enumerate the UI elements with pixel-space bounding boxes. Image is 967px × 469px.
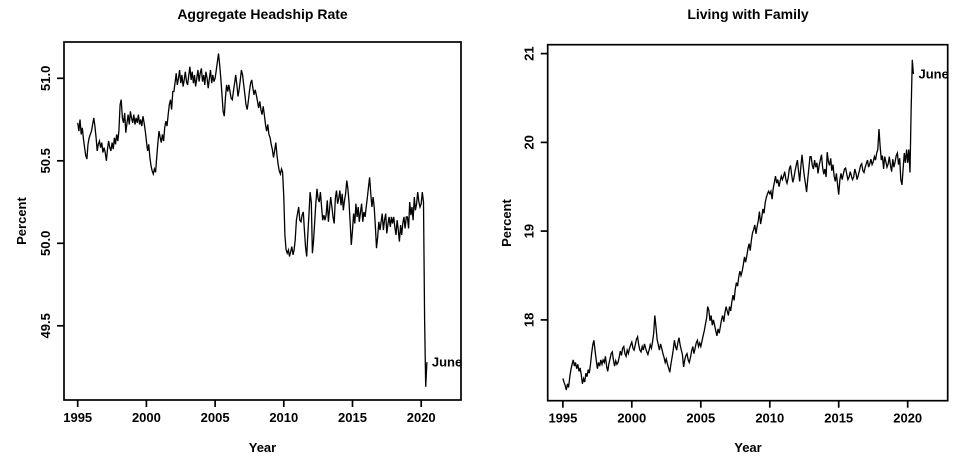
panel-right: 1995 2000 2005 2010 2015 2020 18 19 20 21 June: [522, 43, 949, 426]
x-tick-label-right: 1995: [548, 411, 577, 426]
x-axis-title-left: Year: [249, 440, 276, 455]
annotation-june-right: June: [919, 67, 949, 82]
x-tick-label-right: 2010: [755, 411, 784, 426]
series-line-right: [562, 59, 915, 391]
x-tick-label-left: 2000: [132, 410, 161, 425]
panels-layer: 1995 2000 2005 2010 2015 2020 49.5 50.0 50.5 51.0…: [38, 41, 949, 426]
x-tick-label-left: 2020: [407, 410, 436, 425]
y-tick-label-left: 49.5: [38, 313, 53, 338]
plot-box-left: [63, 41, 462, 401]
x-axis-title-right: Year: [734, 440, 761, 455]
chart-title-right: Living with Family: [687, 6, 809, 22]
series-line-left: [77, 53, 428, 387]
y-tick-label-left: 50.0: [38, 231, 53, 256]
y-tick-label-right: 20: [522, 135, 537, 149]
x-tick-label-right: 2015: [824, 411, 853, 426]
x-tick-label-left: 1995: [63, 410, 92, 425]
chart-title-left: Aggregate Headship Rate: [177, 6, 348, 22]
y-tick-label-left: 50.5: [38, 148, 53, 173]
y-axis-title-left: Percent: [14, 196, 29, 244]
x-tick-label-left: 2010: [269, 410, 298, 425]
x-tick-label-right: 2005: [686, 411, 715, 426]
plot-box-right: [546, 43, 949, 402]
y-axis-title-right: Percent: [499, 198, 514, 246]
x-tick-label-right: 2020: [893, 411, 922, 426]
y-tick-label-right: 19: [522, 224, 537, 238]
x-tick-label-left: 2005: [201, 410, 230, 425]
y-tick-label-left: 51.0: [38, 66, 53, 91]
y-tick-label-right: 21: [522, 46, 537, 60]
annotation-june-left: June: [432, 355, 462, 370]
panel-left: 1995 2000 2005 2010 2015 2020 49.5 50.0 50.5 51.0…: [38, 41, 462, 425]
y-tick-label-right: 18: [522, 313, 537, 327]
x-tick-label-left: 2015: [338, 410, 367, 425]
x-tick-label-right: 2000: [617, 411, 646, 426]
